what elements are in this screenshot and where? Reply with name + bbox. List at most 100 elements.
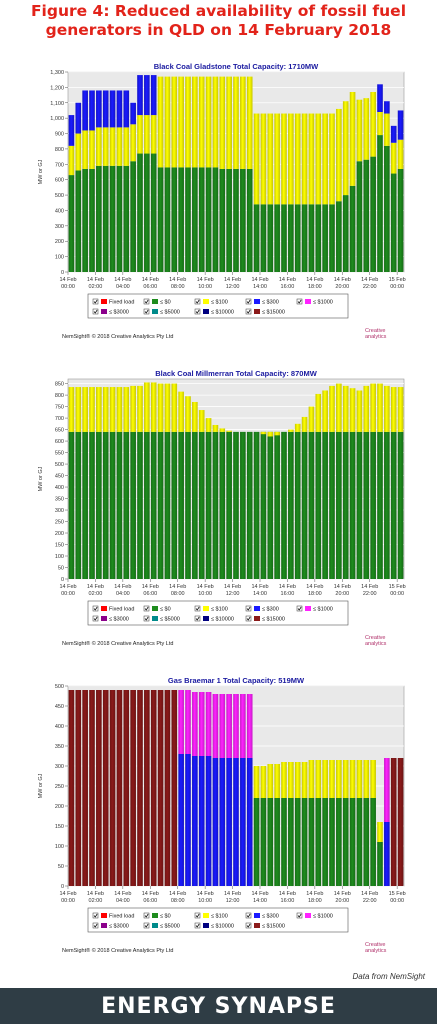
bar [274,431,280,579]
bar [102,387,109,432]
bar [267,764,274,798]
bar [109,90,116,128]
bar [123,387,130,432]
bar [349,388,356,432]
x-tick-label: 14 Feb [197,277,214,283]
chart-title: Black Coal Millmerran Total Capacity: 87… [155,369,317,378]
bar [274,431,280,436]
bar [150,115,157,154]
check-icon [144,309,149,314]
bar [198,756,205,886]
bar [294,423,301,432]
bar [123,127,130,166]
check-icon [246,923,251,928]
legend-swatch [152,299,158,304]
bar [164,383,171,432]
legend-swatch [305,913,311,918]
bar [267,431,274,437]
x-tick-label: 12:00 [226,591,240,597]
y-tick-label: 200 [55,531,64,537]
bar [370,760,376,798]
legend-swatch [101,616,107,621]
bar [246,168,253,272]
bar [82,387,88,432]
bar [96,431,102,579]
x-tick-label: 14 Feb [224,891,241,897]
legend-checkbox [245,308,252,315]
x-tick-label: 14 Feb [114,584,131,590]
bar [384,431,390,579]
bar [102,165,109,272]
legend-checkbox [92,912,99,919]
bar [75,133,82,171]
bar [219,431,226,579]
bar [260,204,267,272]
bar [185,431,191,579]
bar [301,431,308,579]
bar [198,76,205,168]
bar [301,113,308,205]
bar [226,76,232,169]
bar [384,758,390,822]
bar [144,115,150,154]
legend-swatch [101,309,107,314]
bar [253,204,260,272]
bar [315,431,322,579]
bar [226,694,232,758]
x-tick-label: 08:00 [171,591,185,597]
legend-label: ≤ $15000 [262,310,285,316]
chart-svg: Gas Braemar 1 Total Capacity: 519MW 0 50 10… [38,676,406,954]
bar [116,690,123,886]
bar [336,201,342,272]
bar [205,756,212,886]
x-tick-label: 00:00 [390,898,404,904]
legend-checkbox [245,912,252,919]
bar [342,798,349,886]
x-tick-label: 14 Feb [361,277,378,283]
bar [178,431,184,579]
bar [233,694,239,758]
bar [96,387,102,432]
legend-checkbox [92,605,99,612]
bar [377,431,383,579]
bar [109,165,116,272]
legend-swatch [203,913,209,918]
bar [315,760,322,798]
check-icon [246,913,251,918]
bar [267,113,274,205]
bar [137,75,143,116]
bar [240,431,246,579]
legend-checkbox [245,615,252,622]
bar [89,387,95,432]
legend-checkbox [143,912,150,919]
bar [308,204,315,272]
check-icon [93,299,98,304]
creative-analytics-logo: Creative [365,635,385,641]
creative-analytics-logo: analytics [365,641,387,647]
bar [390,758,397,886]
bar [336,798,342,886]
bar [301,762,308,798]
bar [356,760,363,798]
x-tick-label: 15 Feb [389,891,406,897]
check-icon [144,616,149,621]
bar [150,690,157,886]
bar [150,431,157,579]
legend-swatch [254,923,260,928]
bar [96,690,102,886]
bar [82,130,88,169]
x-tick-label: 14 Feb [306,891,323,897]
y-tick-label: 600 [55,439,64,445]
x-tick-label: 14 Feb [87,277,104,283]
bar [356,431,363,579]
check-icon [93,616,98,621]
bar [109,690,116,886]
bar [130,431,136,579]
bar [390,387,397,432]
bar [377,135,383,272]
x-tick-label: 14 Feb [279,584,296,590]
bar [157,431,164,579]
legend-label: ≤ $5000 [160,310,180,316]
bar [226,431,232,579]
y-tick-label: 800 [55,393,64,399]
